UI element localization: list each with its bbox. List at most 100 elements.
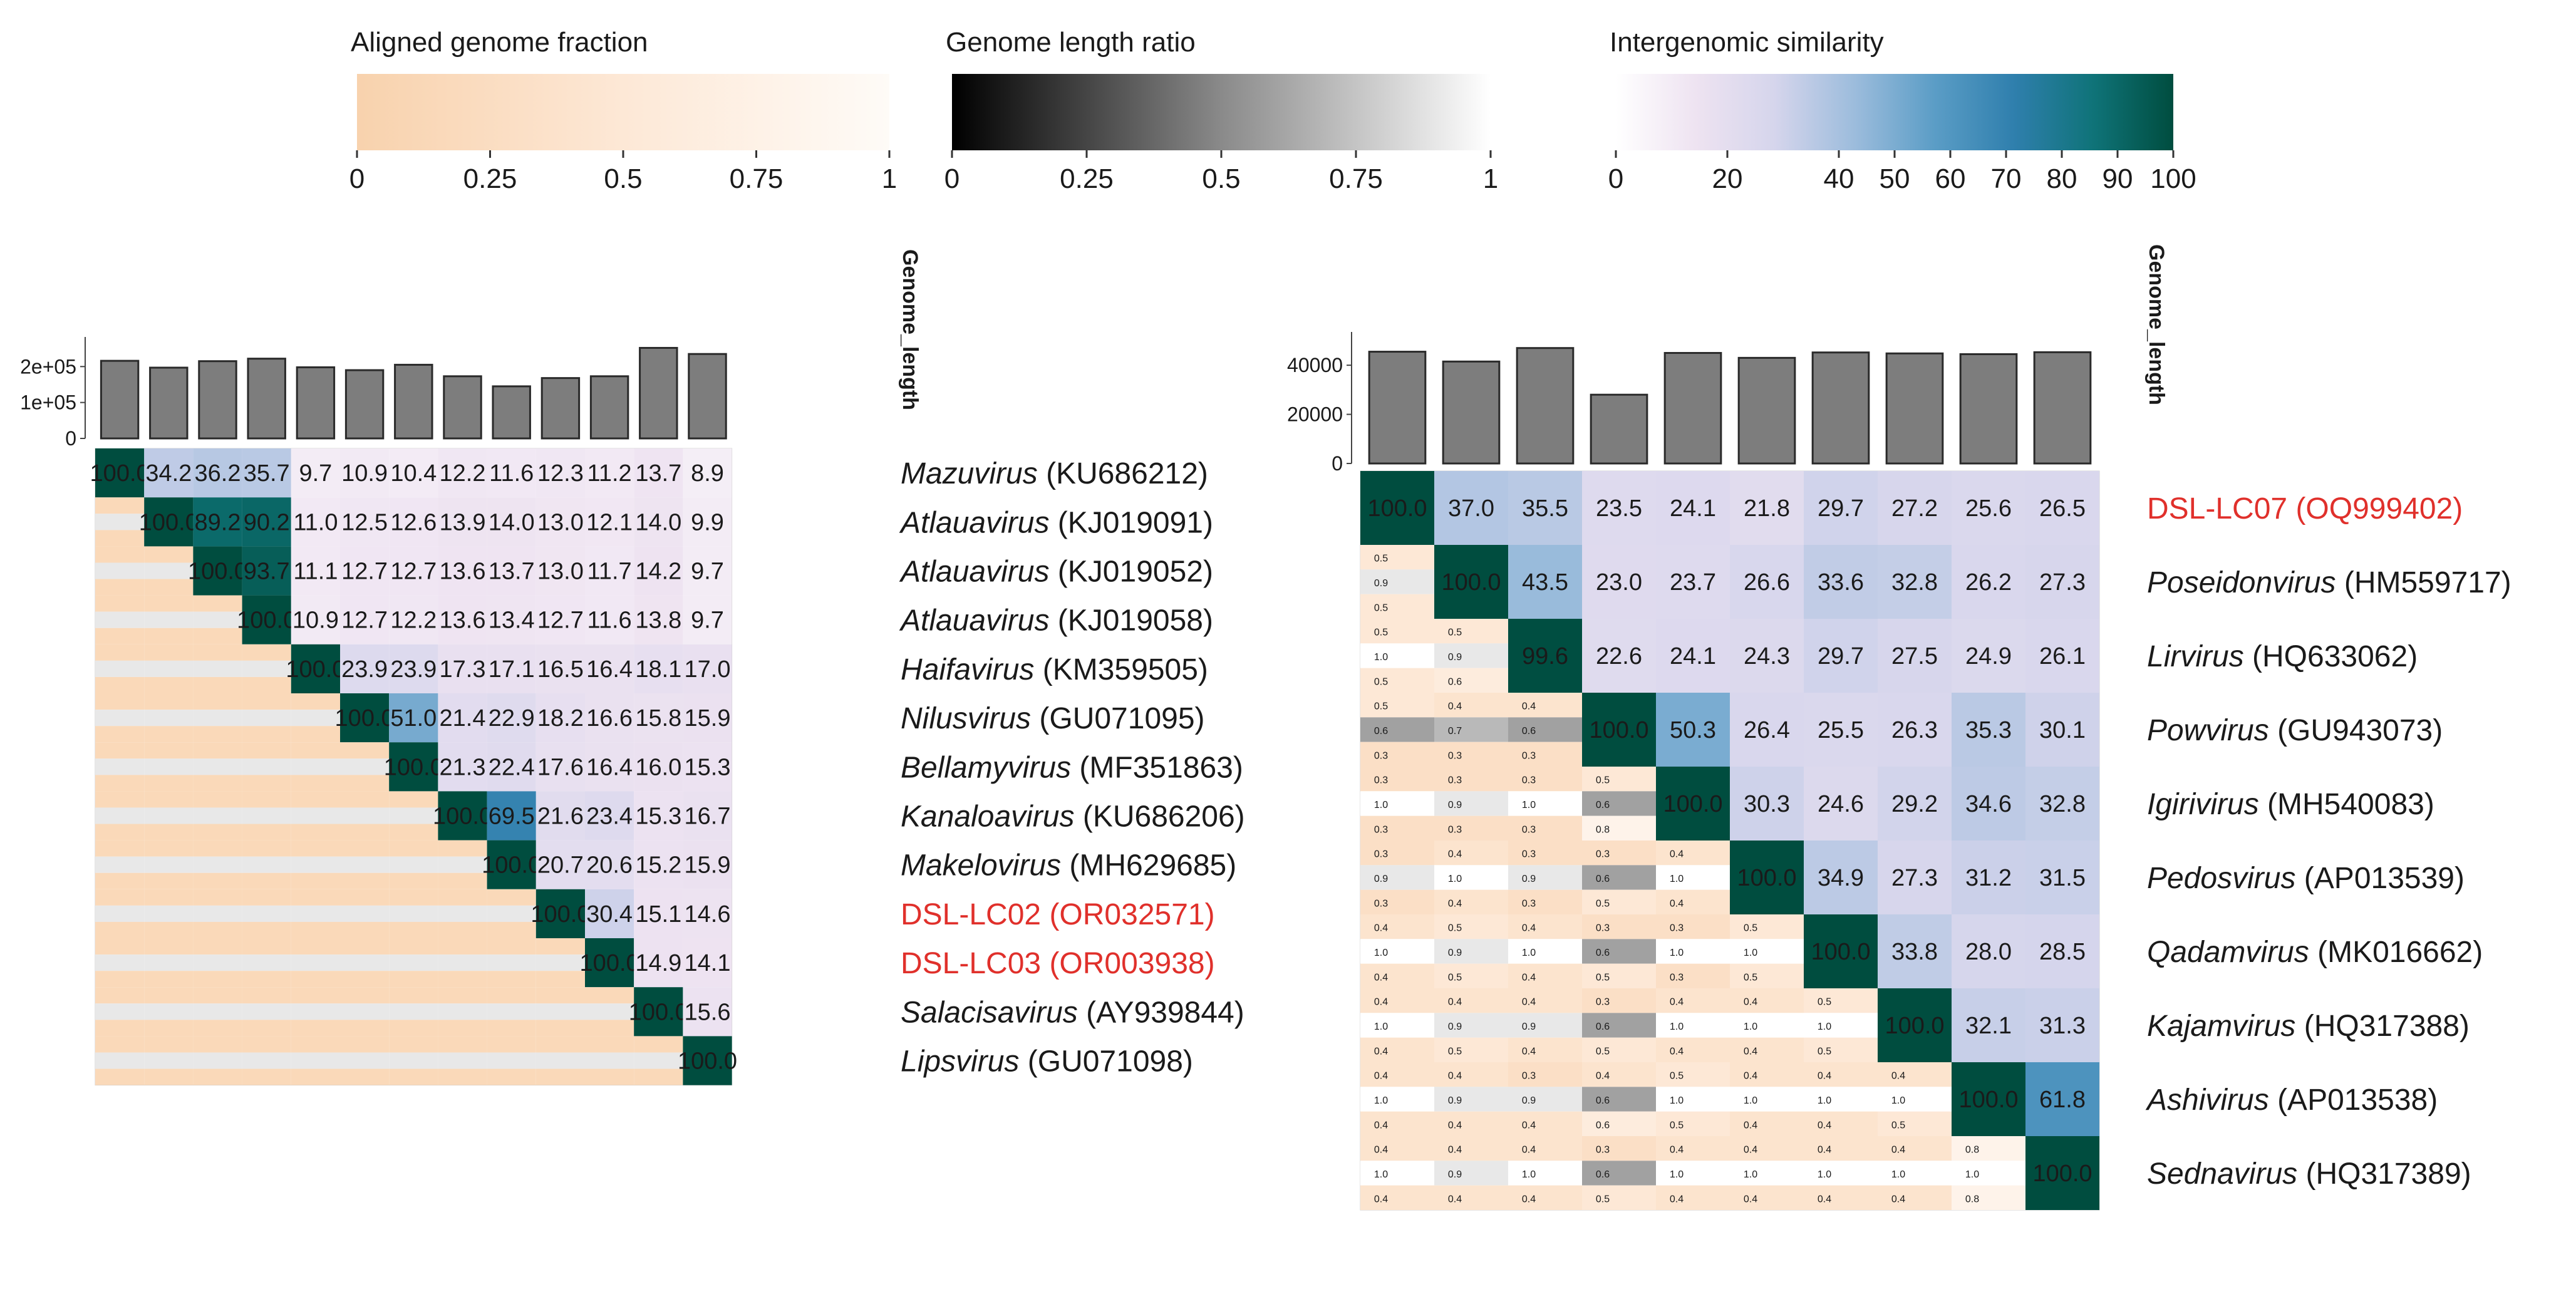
lower-cell-value: 0.3 (1522, 898, 1536, 909)
aligned-fraction-stripe (193, 840, 242, 857)
similarity-value: 26.6 (1744, 569, 1790, 596)
genus-name: Lirvirus (2147, 640, 2244, 673)
genome-length-bar (443, 375, 482, 440)
aligned-fraction-stripe (340, 791, 390, 808)
accession: (HQ633062) (2252, 640, 2418, 673)
aligned-fraction-stripe (95, 775, 145, 792)
similarity-value: 100.0 (139, 509, 199, 535)
length-ratio-stripe (1730, 939, 1804, 964)
similarity-cell (535, 595, 585, 644)
similarity-cell (438, 693, 487, 743)
similarity-cell (1582, 545, 1656, 619)
lower-cell-value: 1.0 (1744, 948, 1757, 958)
lower-cell-value: 0.4 (1448, 1071, 1462, 1082)
similarity-value: 14.0 (489, 509, 535, 535)
similarity-value: 16.5 (537, 656, 584, 683)
legend-colorbar (952, 74, 1491, 150)
lower-cell-value: 0.4 (1891, 1071, 1905, 1082)
aligned-fraction-stripe (585, 1020, 634, 1037)
label-space (1031, 702, 1039, 735)
aligned-fraction-stripe (1508, 742, 1582, 767)
similarity-cell (1730, 841, 1804, 914)
aligned-fraction-stripe (242, 938, 291, 955)
accession: (MK016662) (2317, 936, 2483, 969)
genome-label: Sednavirus (HQ317389) (2147, 1157, 2471, 1191)
similarity-value: 13.7 (489, 559, 535, 585)
genus-name: Ashivirus (2145, 1084, 2269, 1117)
length-ratio-stripe (193, 905, 242, 922)
genome-label: DSL-LC07 (OQ999402) (2147, 492, 2463, 525)
similarity-cell (389, 595, 438, 644)
genome-label: DSL-LC02 (OR032571) (901, 898, 1215, 931)
aligned-fraction-stripe (1656, 914, 1730, 939)
aligned-fraction-stripe (487, 1036, 536, 1053)
similarity-value: 9.7 (299, 460, 332, 487)
lower-cell-value: 0.9 (1374, 578, 1388, 589)
length-ratio-stripe (95, 758, 145, 775)
lower-cell-value: 1.0 (1670, 1169, 1684, 1180)
label-space (1049, 604, 1057, 638)
similarity-cell (1508, 619, 1582, 693)
similarity-cell (1878, 619, 1952, 693)
length-ratio-stripe (535, 1052, 585, 1069)
genome-length-bar (688, 353, 727, 440)
label-space (2297, 1157, 2305, 1191)
genome-length-bar (1959, 353, 2018, 465)
lower-cell-value: 0.9 (1522, 874, 1536, 884)
aligned-fraction-stripe (1878, 1111, 1952, 1136)
aligned-fraction-stripe (438, 938, 487, 955)
aligned-fraction-stripe (1360, 619, 1434, 644)
aligned-fraction-stripe (438, 872, 487, 889)
similarity-value: 15.1 (635, 901, 681, 928)
aligned-fraction-stripe (144, 840, 194, 857)
aligned-fraction-stripe (389, 872, 438, 889)
aligned-fraction-stripe (487, 1020, 536, 1037)
genus-name: Kajamvirus (2147, 1010, 2295, 1043)
similarity-cell (535, 448, 585, 498)
similarity-value: 15.6 (685, 999, 731, 1025)
similarity-value: 16.4 (586, 656, 633, 683)
legend-tick-label: 0.5 (604, 163, 642, 194)
genus-name: Nilusvirus (901, 702, 1031, 735)
aligned-fraction-stripe (242, 889, 291, 906)
similarity-value: 23.0 (1596, 569, 1642, 596)
length-ratio-stripe (144, 905, 194, 922)
similarity-cell (193, 497, 242, 547)
aligned-fraction-stripe (487, 987, 536, 1004)
label-space (2309, 936, 2317, 969)
aligned-fraction-stripe (95, 530, 145, 547)
legend-tick-label: 0.75 (1329, 163, 1383, 194)
similarity-cell (1804, 914, 1878, 988)
similarity-cell (2025, 988, 2099, 1062)
genome-length-bar (296, 366, 336, 440)
similarity-cell (291, 595, 340, 644)
accession: (MH540083) (2267, 788, 2434, 821)
aligned-fraction-stripe (95, 840, 145, 857)
aligned-fraction-stripe (535, 1020, 585, 1037)
similarity-value: 20.7 (537, 852, 584, 879)
aligned-fraction-stripe (438, 1020, 487, 1037)
aligned-fraction-stripe (340, 889, 390, 906)
similarity-value: 100.0 (1367, 495, 1427, 522)
aligned-fraction-stripe (1730, 1062, 1804, 1087)
lower-cell-value: 0.9 (1448, 800, 1462, 810)
similarity-cell (389, 448, 438, 498)
length-ratio-stripe (1360, 1087, 1434, 1112)
label-space (1019, 1045, 1027, 1079)
similarity-value: 30.1 (2039, 717, 2086, 743)
lower-cell-value: 1.0 (1374, 1095, 1388, 1106)
length-ratio-stripe (144, 856, 194, 873)
length-ratio-stripe (389, 954, 438, 971)
aligned-fraction-stripe (1656, 988, 1730, 1013)
similarity-value: 24.1 (1670, 495, 1716, 522)
legend-tick-label: 20 (1712, 163, 1743, 194)
accession: (KU686206) (1083, 800, 1245, 834)
similarity-value: 26.1 (2039, 643, 2086, 670)
aligned-fraction-stripe (144, 824, 194, 841)
similarity-cell (535, 889, 585, 938)
aligned-fraction-stripe (193, 742, 242, 759)
length-ratio-stripe (1434, 1161, 1508, 1186)
similarity-cell (634, 546, 683, 596)
similarity-cell (535, 840, 585, 889)
similarity-cell (144, 497, 194, 547)
